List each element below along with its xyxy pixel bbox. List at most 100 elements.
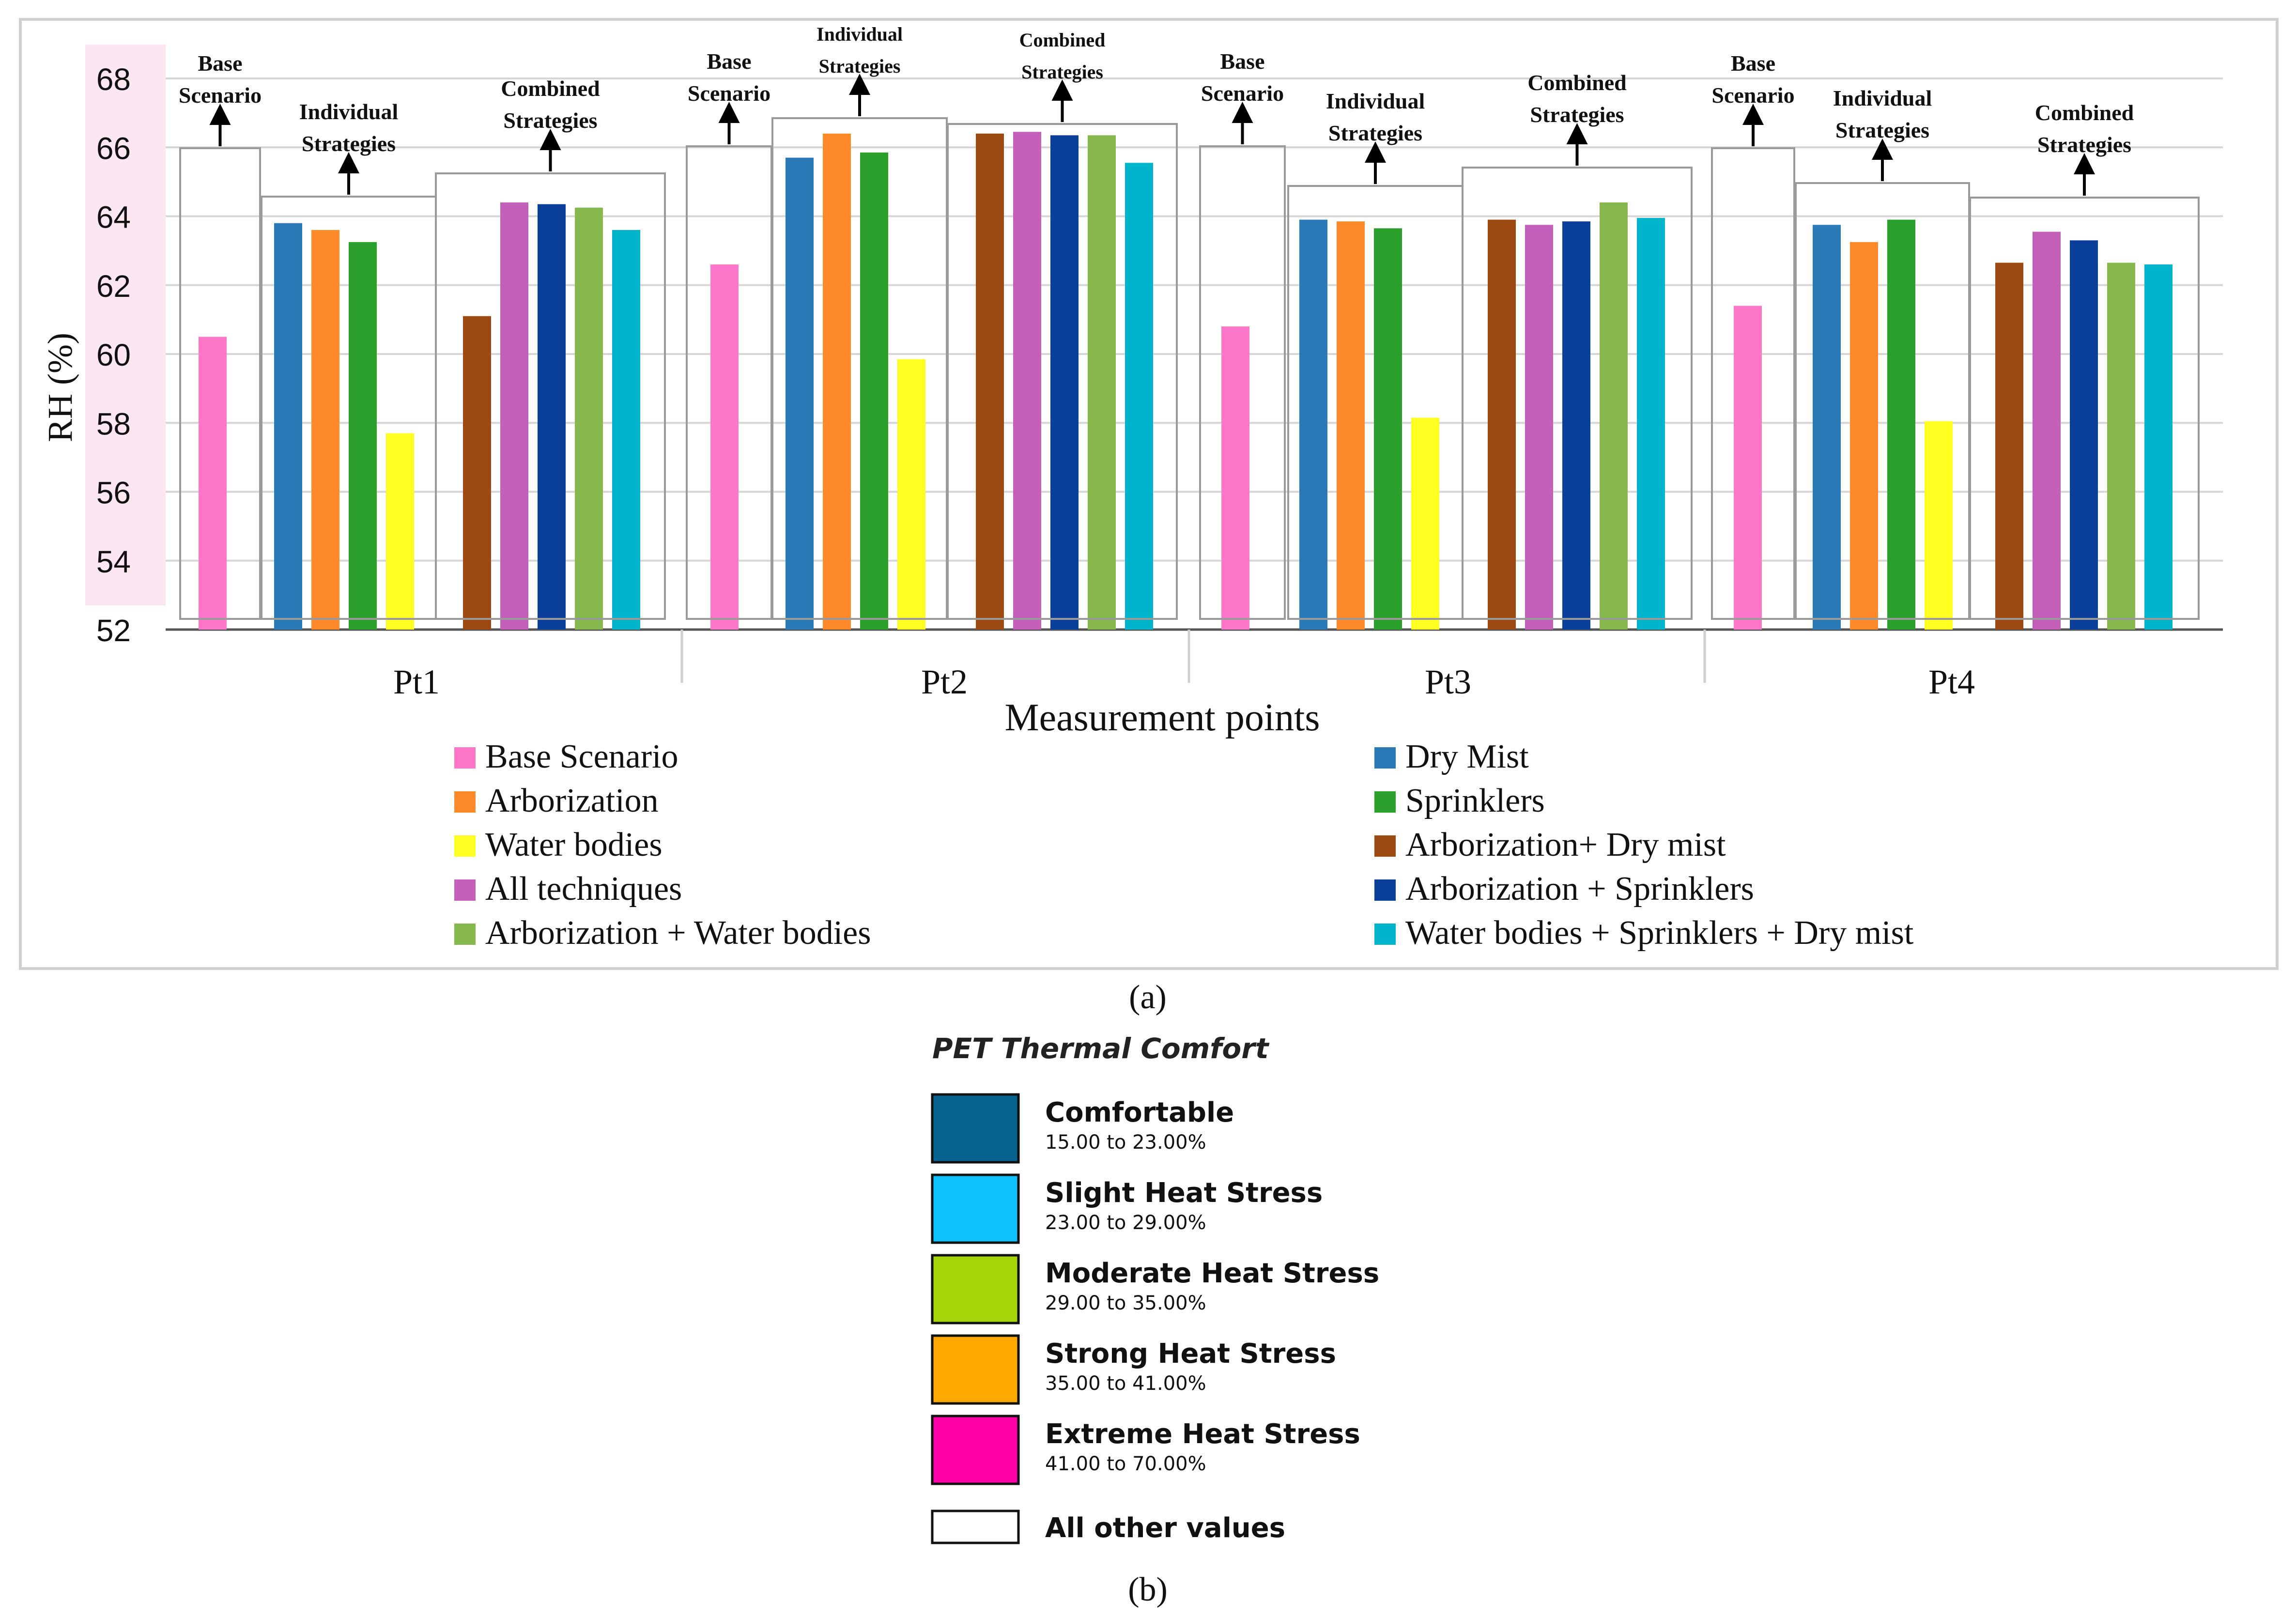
pet-swatch [931, 1173, 1020, 1244]
bar-pt2-arborization-sprinklers [1050, 135, 1079, 630]
legend-swatch [1374, 835, 1396, 857]
pet-range: 29.00 to 35.00% [1045, 1292, 1206, 1314]
pet-range: 41.00 to 70.00% [1045, 1453, 1206, 1475]
legend-label: Arborization+ Dry mist [1405, 826, 1726, 863]
bar-pt2-arborization [823, 133, 851, 630]
pet-label: Comfortable [1045, 1097, 1234, 1128]
y-tick-label: 68 [96, 62, 131, 97]
pet-swatch [931, 1415, 1020, 1485]
bar-pt1-arborization-sprinklers [538, 204, 566, 630]
bar-pt2-arborization-dry-mist [976, 133, 1004, 630]
pet-label: Strong Heat Stress [1045, 1338, 1336, 1370]
y-tick-highlight [85, 45, 166, 605]
bar-pt3-arborization [1337, 221, 1365, 630]
legend-label: Arborization + Water bodies [485, 914, 871, 952]
pet-label: Extreme Heat Stress [1045, 1418, 1360, 1450]
group-box-combined [435, 172, 666, 620]
group-label-combined: Combined Strategies [2035, 100, 2134, 157]
y-tick-label: 54 [96, 544, 131, 579]
bar-pt4-water-bodies [1925, 421, 1953, 630]
plot-area: Pt1 Pt2 Pt3 Pt4 [199, 132, 2173, 701]
group-label-base: Base Scenario [688, 49, 770, 106]
arrow-head-icon [1566, 123, 1588, 144]
y-tick-label: 56 [96, 476, 131, 510]
pet-range: 35.00 to 41.00% [1045, 1372, 1206, 1395]
pet-label: Moderate Heat Stress [1045, 1258, 1379, 1289]
x-tick-label: Pt4 [1928, 662, 1975, 701]
x-tick-label: Pt2 [921, 662, 968, 701]
bar-pt1-dry-mist [274, 223, 302, 630]
legend-label: All techniques [485, 870, 682, 908]
bar-pt3-arborization-water-bodies [1600, 202, 1628, 630]
legend-label: Dry Mist [1405, 738, 1529, 775]
group-label-combined: Combined Strategies [501, 76, 600, 133]
pet-swatch [931, 1093, 1020, 1164]
group-label-individual: Individual Strategies [299, 99, 399, 156]
bar-pt1-sprinklers [349, 242, 377, 630]
y-axis-label: RH (%) [41, 333, 79, 442]
legend-label: Base Scenario [485, 738, 678, 775]
x-tick-label: Pt3 [1425, 662, 1471, 701]
bar-pt1-arborization-water-bodies [575, 207, 603, 630]
pet-label-other: All other values [1045, 1512, 1285, 1544]
pet-range: 23.00 to 29.00% [1045, 1212, 1206, 1234]
bar-pt3-arborization-sprinklers [1562, 221, 1590, 630]
group-label-combined: Combined Strategies [1527, 70, 1627, 127]
arrow-head-icon [209, 104, 231, 125]
pet-label: Slight Heat Stress [1045, 1177, 1323, 1209]
group-label-combined: Combined Strategies [1019, 29, 1106, 83]
bar-pt4-all-techniques [2033, 231, 2061, 630]
bar-pt2-water-bodies-sprinklers-dry-mist [1125, 163, 1153, 630]
group-box-combined [1969, 197, 2200, 620]
group-label-base: Base Scenario [1711, 51, 1794, 108]
bar-pt4-dry-mist [1813, 225, 1841, 630]
y-tick-label: 52 [96, 613, 131, 648]
arrow-head-icon [2074, 153, 2095, 174]
bar-pt3-all-techniques [1525, 225, 1553, 630]
legend-swatch [454, 879, 476, 901]
caption-a: (a) [1129, 979, 1167, 1016]
legend-label: Arborization + Sprinklers [1405, 870, 1754, 908]
legend-label: Water bodies [485, 826, 663, 863]
legend-swatch [1374, 879, 1396, 901]
bar-pt4-arborization-water-bodies [2107, 262, 2135, 630]
legend-swatch [454, 835, 476, 857]
y-tick-label: 60 [96, 338, 131, 372]
bar-pt1-arborization-dry-mist [463, 316, 491, 630]
caption-b: (b) [1128, 1571, 1168, 1608]
group-box-base [1199, 145, 1286, 620]
arrow-head-icon [1365, 141, 1386, 163]
legend-swatch [1374, 747, 1396, 769]
bar-pt4-arborization [1850, 242, 1878, 630]
pet-title: PET Thermal Comfort [932, 1032, 1270, 1065]
pet-swatch-other [931, 1509, 1020, 1544]
group-label-individual: Individual Strategies [1326, 89, 1425, 145]
bar-pt3-arborization-dry-mist [1488, 219, 1516, 630]
pet-range: 15.00 to 23.00% [1045, 1131, 1206, 1154]
arrow-head-icon [539, 129, 561, 150]
bar-pt3-sprinklers [1374, 228, 1402, 630]
legend-label: Sprinklers [1405, 782, 1545, 819]
group-box-base [1711, 147, 1795, 620]
group-box-combined [947, 123, 1178, 620]
group-box-combined [1462, 167, 1693, 620]
legend-swatch [454, 791, 476, 813]
bar-pt1-water-bodies [386, 433, 414, 630]
group-label-base: Base Scenario [1201, 49, 1284, 106]
bar-pt4-base-scenario [1734, 306, 1762, 630]
x-axis-label: Measurement points [1005, 696, 1320, 739]
group-annotations: Base Scenario Individual Strategies Combined… [179, 23, 2200, 620]
pet-swatch [931, 1254, 1020, 1324]
arrow-head-icon [338, 152, 359, 173]
group-label-individual: Individual Strategies [1833, 86, 1932, 142]
bar-pt4-sprinklers [1887, 219, 1915, 630]
x-tick-label: Pt1 [393, 662, 440, 701]
bar-pt4-arborization-dry-mist [1995, 262, 2023, 630]
arrow-head-icon [1051, 79, 1073, 101]
legend-label: Water bodies + Sprinklers + Dry mist [1405, 914, 1914, 952]
bar-pt1-base-scenario [199, 337, 227, 630]
bar-pt2-arborization-water-bodies [1088, 135, 1116, 630]
bar-pt4-arborization-sprinklers [2070, 240, 2098, 630]
pet-swatch [931, 1334, 1020, 1405]
